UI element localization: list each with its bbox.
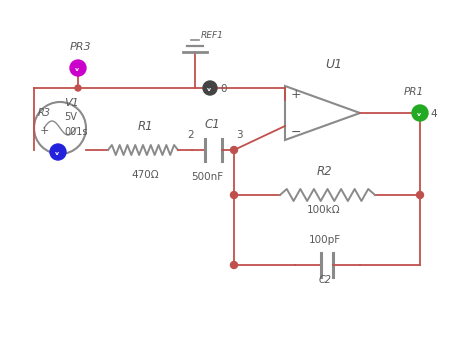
Text: R2: R2 xyxy=(317,165,333,178)
Text: v: v xyxy=(55,151,59,156)
Text: v: v xyxy=(417,112,421,117)
Text: 100pF: 100pF xyxy=(309,235,341,245)
Text: R3: R3 xyxy=(38,108,51,118)
Circle shape xyxy=(417,110,423,116)
Text: 500nF: 500nF xyxy=(191,172,223,182)
Text: 4: 4 xyxy=(430,109,437,119)
Text: 470Ω: 470Ω xyxy=(131,170,159,180)
Text: U1: U1 xyxy=(325,58,342,71)
Text: C1: C1 xyxy=(205,118,221,131)
Text: +: + xyxy=(291,88,301,101)
Circle shape xyxy=(70,60,86,76)
Circle shape xyxy=(230,191,237,199)
Circle shape xyxy=(230,146,237,154)
Circle shape xyxy=(207,85,213,91)
Circle shape xyxy=(230,262,237,268)
Text: C2: C2 xyxy=(319,275,332,285)
Text: V1: V1 xyxy=(64,98,79,108)
Text: 100kΩ: 100kΩ xyxy=(307,205,341,215)
Text: 3: 3 xyxy=(236,130,243,140)
Text: PR3: PR3 xyxy=(70,42,91,52)
Text: REF1: REF1 xyxy=(201,31,224,40)
Text: 0: 0 xyxy=(220,84,227,94)
Text: v: v xyxy=(75,67,79,72)
Text: +: + xyxy=(40,126,49,136)
Circle shape xyxy=(417,191,423,199)
Circle shape xyxy=(50,144,66,160)
Text: v: v xyxy=(207,87,211,92)
Text: 2: 2 xyxy=(187,130,193,140)
Text: 5V: 5V xyxy=(64,112,77,122)
Text: −: − xyxy=(291,126,301,139)
Circle shape xyxy=(75,85,81,91)
Text: 001s: 001s xyxy=(64,127,88,137)
Circle shape xyxy=(203,81,217,95)
Text: R1: R1 xyxy=(138,120,154,133)
Circle shape xyxy=(412,105,428,121)
Text: PR1: PR1 xyxy=(404,87,424,97)
